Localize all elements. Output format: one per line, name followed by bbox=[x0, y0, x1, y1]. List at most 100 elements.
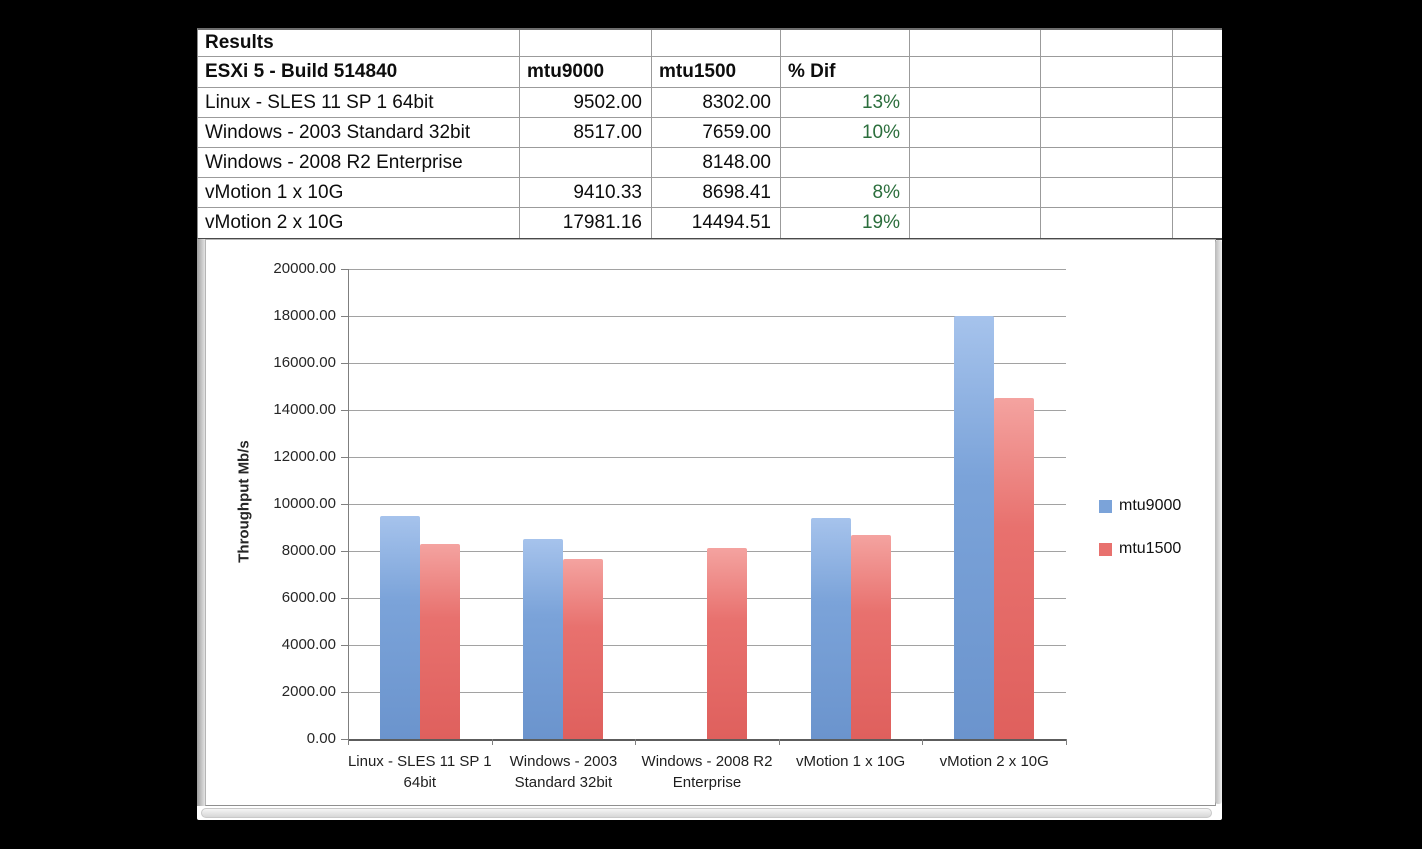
table-cell-empty[interactable] bbox=[1173, 57, 1222, 87]
table-cell-empty[interactable] bbox=[1041, 178, 1173, 207]
mtu1500-value-cell[interactable]: 8698.41 bbox=[652, 178, 781, 207]
dif-value-cell[interactable]: 8% bbox=[781, 178, 910, 207]
mtu1500-value-cell[interactable]: 7659.00 bbox=[652, 118, 781, 147]
table-cell-empty[interactable] bbox=[1041, 118, 1173, 147]
y-tick-mark bbox=[341, 269, 348, 270]
bar-mtu1500-2[interactable] bbox=[707, 547, 747, 739]
table-row: Results bbox=[198, 30, 1222, 57]
y-tick-label: 8000.00 bbox=[281, 542, 336, 559]
table-cell-empty[interactable] bbox=[1041, 88, 1173, 117]
row-label-cell[interactable]: Windows - 2003 Standard 32bit bbox=[198, 118, 520, 147]
y-tick-label: 12000.00 bbox=[273, 448, 336, 465]
bar-mtu9000-1[interactable] bbox=[523, 538, 564, 739]
table-cell-empty[interactable] bbox=[910, 30, 1041, 56]
dif-value-cell[interactable] bbox=[781, 148, 910, 177]
row-label-cell[interactable]: vMotion 2 x 10G bbox=[198, 208, 520, 238]
table-cell-empty[interactable] bbox=[1041, 30, 1173, 56]
y-axis-line bbox=[348, 269, 349, 739]
table-cell-empty[interactable] bbox=[1041, 57, 1173, 87]
legend-item-mtu1500[interactable]: mtu1500 bbox=[1099, 540, 1181, 558]
mtu9000-value-cell[interactable]: 17981.16 bbox=[520, 208, 652, 238]
mtu1500-value-cell[interactable]: 8148.00 bbox=[652, 148, 781, 177]
table-cell-empty[interactable] bbox=[781, 30, 910, 56]
legend-swatch-mtu9000 bbox=[1099, 499, 1112, 513]
row-label-cell[interactable]: Linux - SLES 11 SP 1 64bit bbox=[198, 88, 520, 117]
table-cell-empty[interactable] bbox=[520, 30, 652, 56]
mtu9000-value-cell[interactable]: 9410.33 bbox=[520, 178, 652, 207]
x-category-label: vMotion 2 x 10G bbox=[939, 753, 1049, 770]
x-tick-mark bbox=[922, 739, 924, 745]
table-cell-empty[interactable] bbox=[910, 118, 1041, 147]
y-tick-mark bbox=[341, 457, 348, 458]
row-label-cell[interactable]: Windows - 2008 R2 Enterprise bbox=[198, 148, 520, 177]
chart-canvas: 20000.00 18000.00 16000.00 14000.00 12000.00… bbox=[206, 240, 1215, 805]
table-cell-empty[interactable] bbox=[652, 30, 781, 56]
dif-value-cell[interactable]: 19% bbox=[781, 208, 910, 238]
x-category-label: Windows - 2003 Standard 32bit bbox=[509, 753, 618, 791]
table-cell-empty[interactable] bbox=[1041, 148, 1173, 177]
table-cell-empty[interactable] bbox=[910, 178, 1041, 207]
table-row: vMotion 1 x 10G 9410.33 8698.41 8% bbox=[198, 178, 1222, 208]
mtu1500-value-cell[interactable]: 8302.00 bbox=[652, 88, 781, 117]
table-title-cell[interactable]: Results bbox=[198, 30, 520, 56]
x-tick-mark bbox=[491, 739, 493, 745]
bar-mtu1500-3[interactable] bbox=[850, 534, 891, 739]
y-tick-label: 2000.00 bbox=[281, 683, 336, 700]
header-cell-build[interactable]: ESXi 5 - Build 514840 bbox=[198, 57, 520, 87]
y-tick-mark bbox=[341, 739, 348, 740]
legend-swatch-mtu1500 bbox=[1099, 542, 1112, 556]
table-cell-empty[interactable] bbox=[910, 148, 1041, 177]
header-cell-dif[interactable]: % Dif bbox=[781, 57, 910, 87]
row-label-cell[interactable]: vMotion 1 x 10G bbox=[198, 178, 520, 207]
mtu1500-value-cell[interactable]: 14494.51 bbox=[652, 208, 781, 238]
legend-item-mtu9000[interactable]: mtu9000 bbox=[1099, 497, 1181, 515]
chart-object[interactable]: Throughput Mb/s 20000.00 18000.00 16000.00… bbox=[205, 239, 1216, 806]
table-cell-empty[interactable] bbox=[910, 57, 1041, 87]
mtu9000-value-cell[interactable]: 9502.00 bbox=[520, 88, 652, 117]
y-tick-label: 4000.00 bbox=[281, 636, 336, 653]
y-tick-mark bbox=[341, 410, 348, 411]
table-cell-empty[interactable] bbox=[1173, 118, 1222, 147]
y-tick-mark bbox=[341, 692, 348, 693]
table-cell-empty[interactable] bbox=[1173, 148, 1222, 177]
legend-label: mtu9000 bbox=[1119, 497, 1182, 514]
table-row: Windows - 2003 Standard 32bit 8517.00 76… bbox=[198, 118, 1222, 148]
bar-mtu9000-3[interactable] bbox=[810, 517, 851, 739]
mtu9000-value-cell[interactable] bbox=[520, 148, 652, 177]
spreadsheet-panel: Results ESXi 5 - Build 514840 mtu9000 mt… bbox=[197, 28, 1222, 820]
bar-mtu9000-4[interactable] bbox=[954, 316, 995, 739]
results-table: Results ESXi 5 - Build 514840 mtu9000 mt… bbox=[197, 28, 1222, 240]
vertical-scrollbar[interactable] bbox=[1215, 240, 1222, 804]
table-row: vMotion 2 x 10G 17981.16 14494.51 19% bbox=[198, 208, 1222, 238]
y-tick-mark bbox=[341, 504, 348, 505]
table-cell-empty[interactable] bbox=[1173, 178, 1222, 207]
legend-label: mtu1500 bbox=[1119, 540, 1182, 557]
table-cell-empty[interactable] bbox=[1041, 208, 1173, 238]
bar-mtu9000-0[interactable] bbox=[379, 515, 420, 739]
header-cell-mtu9000[interactable]: mtu9000 bbox=[520, 57, 652, 87]
table-row: Windows - 2008 R2 Enterprise 8148.00 bbox=[198, 148, 1222, 178]
table-cell-empty[interactable] bbox=[910, 208, 1041, 238]
dif-value-cell[interactable]: 13% bbox=[781, 88, 910, 117]
gridline bbox=[348, 457, 1066, 458]
y-tick-mark bbox=[341, 363, 348, 364]
dif-value-cell[interactable]: 10% bbox=[781, 118, 910, 147]
x-axis-line bbox=[348, 739, 1067, 741]
chart-legend[interactable]: mtu9000 mtu1500 bbox=[1099, 497, 1181, 583]
gridline bbox=[348, 269, 1066, 270]
y-tick-mark bbox=[341, 645, 348, 646]
x-tick-mark bbox=[778, 739, 780, 745]
horizontal-scrollbar[interactable] bbox=[201, 808, 1212, 818]
gridline bbox=[348, 316, 1066, 317]
y-tick-label: 14000.00 bbox=[273, 401, 336, 418]
table-cell-empty[interactable] bbox=[1173, 208, 1222, 238]
mtu9000-value-cell[interactable]: 8517.00 bbox=[520, 118, 652, 147]
bar-mtu1500-0[interactable] bbox=[419, 543, 460, 739]
bar-mtu1500-4[interactable] bbox=[994, 398, 1035, 739]
table-cell-empty[interactable] bbox=[910, 88, 1041, 117]
bar-mtu1500-1[interactable] bbox=[563, 559, 604, 739]
header-cell-mtu1500[interactable]: mtu1500 bbox=[652, 57, 781, 87]
table-cell-empty[interactable] bbox=[1173, 30, 1222, 56]
table-cell-empty[interactable] bbox=[1173, 88, 1222, 117]
